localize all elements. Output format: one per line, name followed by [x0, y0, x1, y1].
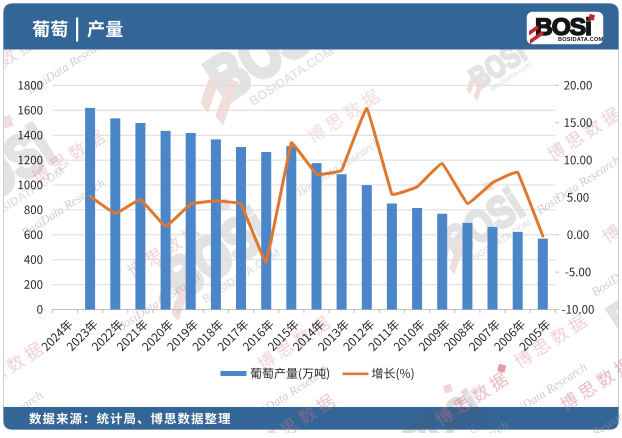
svg-text:BOSi: BOSi	[535, 14, 591, 41]
svg-text:BOSIDATA.COM: BOSIDATA.COM	[558, 37, 604, 43]
